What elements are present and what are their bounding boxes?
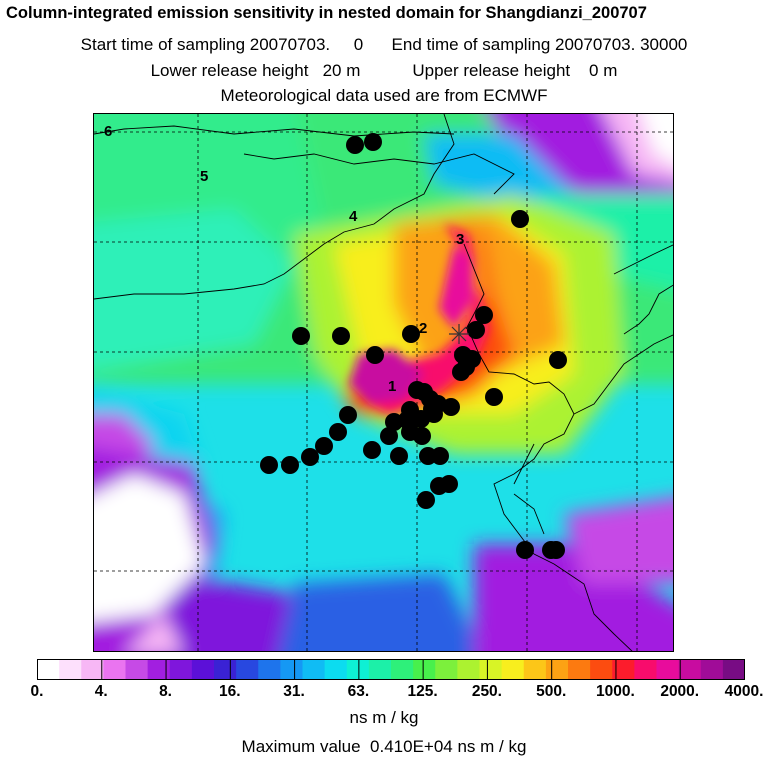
colorbar-cell bbox=[722, 659, 746, 680]
colorbar-cell bbox=[656, 659, 680, 680]
colorbar-cell bbox=[634, 659, 657, 680]
colorbar-tick-label: 8. bbox=[159, 683, 172, 700]
cluster-point bbox=[442, 398, 460, 416]
cluster-point bbox=[467, 321, 485, 339]
label-5: 5 bbox=[200, 168, 208, 185]
colorbar-cell bbox=[479, 659, 503, 680]
cluster-point bbox=[315, 437, 333, 455]
colorbar-cell bbox=[169, 659, 193, 680]
colorbar-tick-label: 0. bbox=[30, 683, 44, 700]
cluster-point bbox=[452, 363, 470, 381]
cluster-point bbox=[413, 427, 431, 445]
cluster-point bbox=[380, 427, 398, 445]
cluster-point bbox=[542, 541, 560, 559]
cluster-point bbox=[301, 448, 319, 466]
cluster-point bbox=[401, 401, 419, 419]
colorbar-border bbox=[37, 659, 745, 680]
colorbar-tick-label: 4000. bbox=[724, 683, 764, 700]
colorbar-cell bbox=[125, 659, 149, 680]
colorbar-cell bbox=[302, 659, 326, 680]
label-6: 6 bbox=[104, 123, 112, 140]
label-3: 3 bbox=[456, 231, 464, 248]
maximum-value: Maximum value 0.410E+04 ns m / kg bbox=[241, 737, 527, 756]
label-1: 1 bbox=[388, 378, 396, 395]
colorbar-cell bbox=[435, 659, 458, 680]
sensitivity-field bbox=[94, 114, 673, 651]
cluster-point bbox=[260, 456, 278, 474]
cluster-point bbox=[329, 423, 347, 441]
colorbar-cell bbox=[214, 659, 237, 680]
colorbar-cell bbox=[678, 659, 702, 680]
colorbar-tick-label: 16. bbox=[219, 683, 241, 700]
cluster-points bbox=[260, 133, 567, 559]
colorbar-cell bbox=[368, 659, 392, 680]
cluster-point bbox=[431, 447, 449, 465]
colorbar-cell bbox=[103, 659, 126, 680]
cluster-point bbox=[332, 327, 350, 345]
cluster-point bbox=[430, 477, 448, 495]
colorbar-cell bbox=[59, 659, 82, 680]
met-data-line: Meteorological data used are from ECMWF bbox=[220, 86, 548, 105]
colorbar-tick-label: 250. bbox=[471, 683, 502, 700]
colorbar-cell bbox=[280, 659, 303, 680]
plot-title: Column-integrated emission sensitivity i… bbox=[6, 4, 647, 22]
colorbar-cell bbox=[612, 659, 635, 680]
colorbar-cell bbox=[258, 659, 281, 680]
cluster-point bbox=[364, 133, 382, 151]
colorbar-tick-label: 125. bbox=[407, 683, 438, 700]
cluster-point bbox=[485, 388, 503, 406]
colorbar-tick-label: 4. bbox=[94, 683, 108, 700]
colorbar-tick-label: 63. bbox=[347, 683, 370, 700]
cluster-point bbox=[363, 441, 381, 459]
cluster-point bbox=[549, 351, 567, 369]
cluster-point bbox=[516, 541, 534, 559]
colorbar bbox=[37, 659, 746, 680]
cluster-point bbox=[346, 136, 364, 154]
cluster-point bbox=[475, 306, 493, 324]
colorbar-cell bbox=[346, 659, 370, 680]
cluster-point bbox=[281, 456, 299, 474]
label-2: 2 bbox=[419, 320, 427, 337]
coastlines bbox=[94, 114, 673, 651]
colorbar-cell bbox=[545, 659, 569, 680]
release-height-line: Lower release height 20 m Upper release … bbox=[150, 61, 618, 80]
emission-sensitivity-map: 1 2 3 4 5 6 bbox=[93, 113, 674, 652]
colorbar-cell bbox=[501, 659, 525, 680]
colorbar-cell bbox=[457, 659, 480, 680]
map-canvas: 1 2 3 4 5 6 bbox=[94, 114, 673, 651]
graticule bbox=[94, 114, 673, 651]
colorbar-cell bbox=[413, 659, 436, 680]
colorbar-cell bbox=[191, 659, 215, 680]
colorbar-cell bbox=[523, 659, 547, 680]
cluster-point bbox=[339, 406, 357, 424]
cluster-point bbox=[423, 400, 441, 418]
cluster-point bbox=[390, 447, 408, 465]
colorbar-tick-label: 31. bbox=[283, 683, 305, 700]
colorbar-cell bbox=[700, 659, 724, 680]
colorbar-tick-label: 1000. bbox=[596, 683, 635, 700]
colorbar-cell bbox=[81, 659, 104, 680]
colorbar-cell bbox=[147, 659, 171, 680]
colorbar-cell bbox=[590, 659, 613, 680]
colorbar-cell bbox=[236, 659, 259, 680]
colorbar-cell bbox=[37, 659, 60, 680]
cluster-point bbox=[385, 413, 403, 431]
colorbar-tick-label: 2000. bbox=[660, 683, 700, 700]
cluster-point bbox=[366, 346, 384, 364]
colorbar-tick-label: 500. bbox=[536, 683, 567, 700]
cluster-point bbox=[511, 210, 529, 228]
station-marker bbox=[449, 324, 469, 344]
trajectory-labels: 1 2 3 4 5 6 bbox=[104, 123, 464, 395]
colorbar-cell bbox=[391, 659, 414, 680]
cluster-point bbox=[292, 327, 310, 345]
sampling-time-line: Start time of sampling 20070703. 0 End t… bbox=[80, 35, 688, 54]
colorbar-svg bbox=[37, 659, 746, 680]
label-4: 4 bbox=[349, 208, 358, 225]
colorbar-cell bbox=[324, 659, 348, 680]
cluster-point bbox=[402, 325, 420, 343]
colorbar-unit: ns m / kg bbox=[349, 708, 419, 727]
cluster-point bbox=[417, 491, 435, 509]
colorbar-cell bbox=[568, 659, 591, 680]
